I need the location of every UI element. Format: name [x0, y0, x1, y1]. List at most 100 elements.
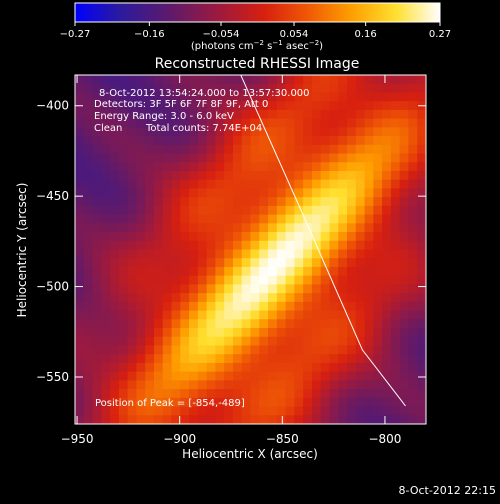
heatmap-cell [294, 188, 304, 198]
heatmap-cell [294, 214, 304, 224]
heatmap-cell [136, 214, 146, 224]
heatmap-cell [83, 214, 94, 224]
heatmap-cell [408, 249, 418, 259]
heatmap-cell [408, 144, 418, 155]
heatmap-cell [136, 232, 146, 242]
heatmap-cell [364, 406, 374, 416]
heatmap-cell [180, 310, 190, 320]
heatmap-cell [408, 336, 418, 347]
heatmap-cell [75, 266, 85, 277]
heatmap-cell [355, 170, 366, 181]
heatmap-cell [136, 197, 146, 207]
heatmap-cell [215, 144, 225, 155]
heatmap-cell [136, 336, 146, 347]
heatmap-cell [268, 389, 278, 399]
heatmap-cell [294, 310, 304, 320]
heatmap-cell [206, 249, 217, 259]
heatmap-cell [399, 301, 410, 312]
heatmap-cell [382, 223, 392, 233]
heatmap-cell [250, 406, 260, 416]
heatmap-cell [399, 127, 410, 137]
heatmap-cell [417, 284, 426, 294]
heatmap-cell [417, 214, 426, 224]
heatmap-cell [145, 389, 155, 399]
heatmap-cell [250, 179, 260, 190]
heatmap-cell [329, 415, 339, 424]
heatmap-cell [259, 406, 269, 416]
heatmap-cell [259, 371, 269, 381]
heatmap-cell [390, 144, 401, 155]
heatmap-cell [364, 75, 374, 85]
heatmap-cell [338, 188, 348, 198]
heatmap-cell [294, 75, 304, 85]
heatmap-cell [364, 397, 374, 408]
heatmap-cell [162, 240, 173, 251]
heatmap-cell [83, 284, 94, 294]
heatmap-cell [75, 75, 85, 85]
heatmap-cell [390, 362, 401, 373]
heatmap-cell [136, 328, 146, 338]
heatmap-cell [399, 144, 410, 155]
heatmap-cell [101, 92, 111, 102]
heatmap-cell [224, 101, 234, 111]
heatmap-cell [303, 75, 313, 85]
heatmap-cell [197, 284, 208, 294]
heatmap-cell [390, 188, 401, 198]
heatmap-cell [294, 223, 304, 233]
heatmap-cell [311, 223, 322, 233]
heatmap-cell [311, 232, 322, 242]
heatmap-cell [206, 127, 217, 137]
heatmap-cell [75, 153, 85, 163]
heatmap-cell [338, 83, 348, 94]
heatmap-cell [145, 214, 155, 224]
heatmap-cell [127, 266, 138, 277]
heatmap-cell [382, 232, 392, 242]
heatmap-cell [127, 83, 138, 94]
heatmap-cell [75, 301, 85, 312]
heatmap-cell [136, 310, 146, 320]
heatmap-cell [83, 266, 94, 277]
heatmap-cell [92, 232, 102, 242]
heatmap-cell [268, 197, 278, 207]
heatmap-cell [241, 406, 252, 416]
heatmap-cell [259, 179, 269, 190]
heatmap-cell [110, 240, 120, 251]
heatmap-cell [303, 118, 313, 128]
heatmap-cell [276, 75, 287, 85]
heatmap-cell [136, 162, 146, 172]
heatmap-cell [162, 170, 173, 181]
heatmap-cell [276, 136, 287, 146]
heatmap-cell [329, 293, 339, 303]
heatmap-cell [171, 136, 181, 146]
heatmap-cell [390, 118, 401, 128]
heatmap-cell [92, 92, 102, 102]
heatmap-cell [215, 188, 225, 198]
heatmap-cell [364, 415, 374, 424]
heatmap-cell [276, 188, 287, 198]
heatmap-cell [92, 118, 102, 128]
heatmap-cell [285, 284, 295, 294]
heatmap-cell [259, 249, 269, 259]
heatmap-cell [224, 310, 234, 320]
heatmap-cell [224, 284, 234, 294]
heatmap-cell [118, 188, 129, 198]
heatmap-cell [75, 205, 85, 216]
heatmap-cell [189, 354, 199, 364]
heatmap-cell [101, 223, 111, 233]
heatmap-cell [127, 188, 138, 198]
heatmap-cell [101, 284, 111, 294]
heatmap-cell [303, 284, 313, 294]
heatmap-cell [110, 144, 120, 155]
heatmap-cell [417, 232, 426, 242]
heatmap-cell [206, 92, 217, 102]
heatmap-cell [355, 75, 366, 85]
heatmap-cell [206, 240, 217, 251]
heatmap-cell [215, 75, 225, 85]
heatmap-cell [285, 301, 295, 312]
heatmap-cell [250, 336, 260, 347]
heatmap-cell [136, 380, 146, 390]
heatmap-cell [110, 232, 120, 242]
heatmap-cell [136, 188, 146, 198]
heatmap-cell [189, 197, 199, 207]
heatmap-cell [373, 127, 383, 137]
